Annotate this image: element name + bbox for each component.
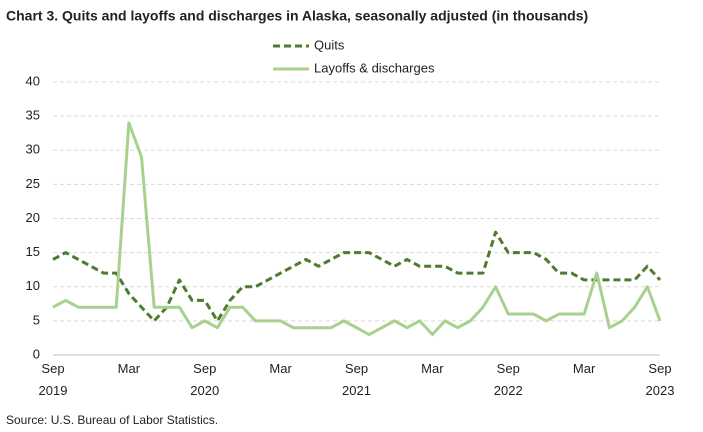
y-tick-label: 10 [26, 278, 40, 293]
series-line [52, 121, 662, 337]
chart-title: Chart 3. Quits and layoffs and discharge… [6, 8, 588, 24]
y-tick-label: 30 [26, 142, 40, 157]
source-note: Source: U.S. Bureau of Labor Statistics. [6, 413, 218, 427]
y-tick-label: 15 [26, 244, 40, 259]
series-line [52, 230, 662, 323]
x-tick-label: Sep 2023 [646, 361, 675, 398]
y-tick-label: 25 [26, 176, 40, 191]
x-tick-label: Sep 2022 [494, 361, 523, 398]
x-tick-label: Mar [421, 361, 444, 376]
x-tick-label: Mar [573, 361, 596, 376]
x-tick-label: Mar [118, 361, 141, 376]
x-tick-label: Mar [269, 361, 292, 376]
legend-label: Layoffs & discharges [314, 60, 435, 75]
y-tick-label: 20 [26, 210, 40, 225]
legend-label: Quits [314, 37, 345, 52]
x-tick-label: Sep 2020 [190, 361, 219, 398]
x-tick-label: Sep 2019 [39, 361, 68, 398]
y-tick-label: 40 [26, 73, 40, 88]
x-tick-label: Sep 2021 [342, 361, 371, 398]
y-tick-label: 35 [26, 108, 40, 123]
y-tick-label: 0 [33, 346, 40, 361]
y-tick-label: 5 [33, 312, 40, 327]
